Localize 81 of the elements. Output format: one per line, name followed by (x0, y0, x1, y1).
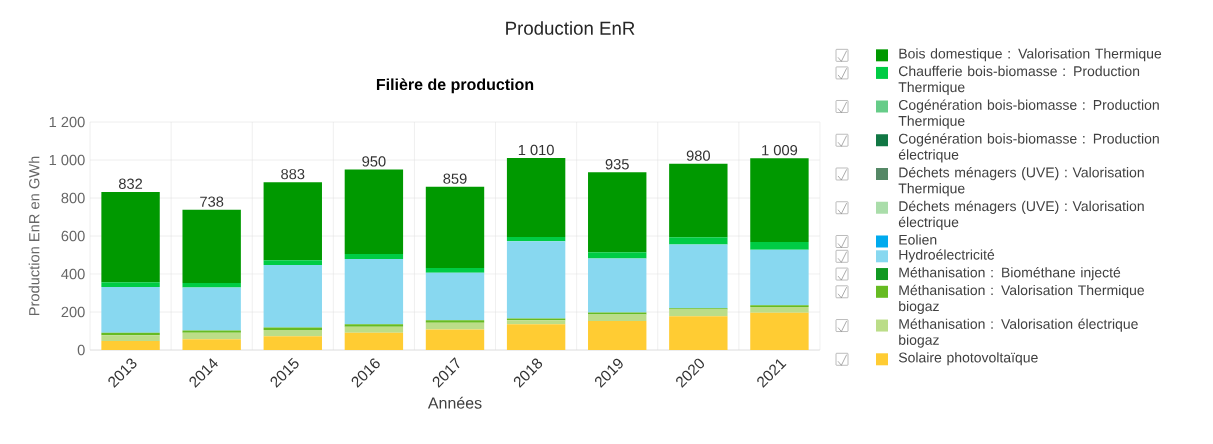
bar (263, 260, 322, 265)
bar (588, 312, 647, 315)
bar (669, 309, 728, 317)
bar (182, 209, 241, 283)
y-tick-label: 800 (61, 192, 85, 204)
bar (750, 158, 809, 242)
bar (182, 339, 241, 350)
bar (263, 336, 322, 350)
bar (101, 286, 160, 333)
total-label: 980 (686, 150, 710, 161)
legend-label: Méthanisation : Valorisation électrique biogaz (899, 318, 1138, 348)
bar (182, 287, 241, 331)
bar (669, 237, 728, 245)
legend-label: Déchets ménagers (UVE) : Valorisation électrique (898, 200, 1144, 230)
bar (669, 163, 728, 238)
bar (588, 172, 647, 253)
bar (101, 335, 160, 342)
bar (425, 322, 485, 330)
total-label: 950 (362, 156, 386, 167)
y-tick-label: 600 (61, 230, 85, 242)
bar (344, 326, 404, 333)
total-label: 738 (200, 196, 224, 207)
bar (506, 236, 566, 242)
bar (425, 186, 485, 268)
legend-label: Méthanisation : Biométhane injecté (899, 266, 1121, 281)
bar (669, 316, 728, 350)
bar (669, 244, 728, 309)
legend-label: Hydroélectricité (899, 249, 995, 263)
legend-label: Chaufferie bois-biomasse : Production Thermique (898, 65, 1140, 95)
total-label: 935 (605, 159, 629, 170)
bar (182, 332, 241, 340)
total-label: 859 (443, 173, 467, 184)
x-axis-title: Années (427, 396, 482, 409)
bar (263, 330, 322, 337)
bar (263, 327, 322, 331)
total-label: 1 010 (518, 144, 554, 156)
y-axis-title: Production EnR en GWh (28, 156, 40, 316)
bar (588, 258, 647, 313)
total-label: 1 009 (762, 144, 798, 156)
bar (263, 182, 322, 261)
bar (101, 282, 160, 287)
chart-title: Production EnR (506, 21, 635, 35)
legend-label: Bois domestique : Valorisation Thermique (899, 48, 1162, 62)
bar (101, 191, 160, 283)
bar (750, 312, 809, 350)
bar (344, 169, 404, 255)
bar (750, 241, 809, 250)
bar (425, 267, 485, 273)
y-tick-label: 200 (61, 306, 85, 318)
bar (425, 272, 485, 321)
bar (750, 249, 809, 306)
bar (506, 158, 566, 237)
bar (588, 314, 647, 322)
bar (344, 254, 404, 259)
total-label: 883 (281, 168, 305, 180)
bar (750, 307, 809, 313)
legend-label: Cogénération bois-biomasse : Production électrique (898, 133, 1159, 163)
total-label: 832 (118, 178, 143, 189)
bar (588, 252, 647, 259)
bar (425, 329, 485, 350)
bar (344, 332, 404, 350)
legend-label: Déchets ménagers (UVE) : Valorisation Thermique (898, 166, 1144, 197)
bar (101, 341, 160, 350)
legend-label: Méthanisation : Valorisation Thermique biogaz (899, 284, 1145, 314)
chart-subtitle: Filière de production (376, 78, 534, 94)
y-tick-label: 400 (61, 268, 85, 280)
legend-label: Cogénération bois-biomasse : Production Thermique (898, 99, 1159, 129)
bar (506, 241, 566, 319)
y-tick-label: 0 (77, 344, 85, 356)
bar (506, 320, 566, 325)
y-tick-label: 1 200 (49, 116, 85, 128)
bar (588, 321, 647, 350)
bar (344, 258, 404, 325)
legend-label: Solaire photovoltaïque (898, 352, 1038, 366)
bar (344, 324, 404, 327)
y-tick-label: 1 000 (49, 154, 85, 166)
bar (506, 324, 566, 350)
bar (182, 330, 241, 333)
legend-label: Eolien (899, 234, 937, 245)
bar (425, 320, 485, 323)
bar (263, 264, 322, 328)
